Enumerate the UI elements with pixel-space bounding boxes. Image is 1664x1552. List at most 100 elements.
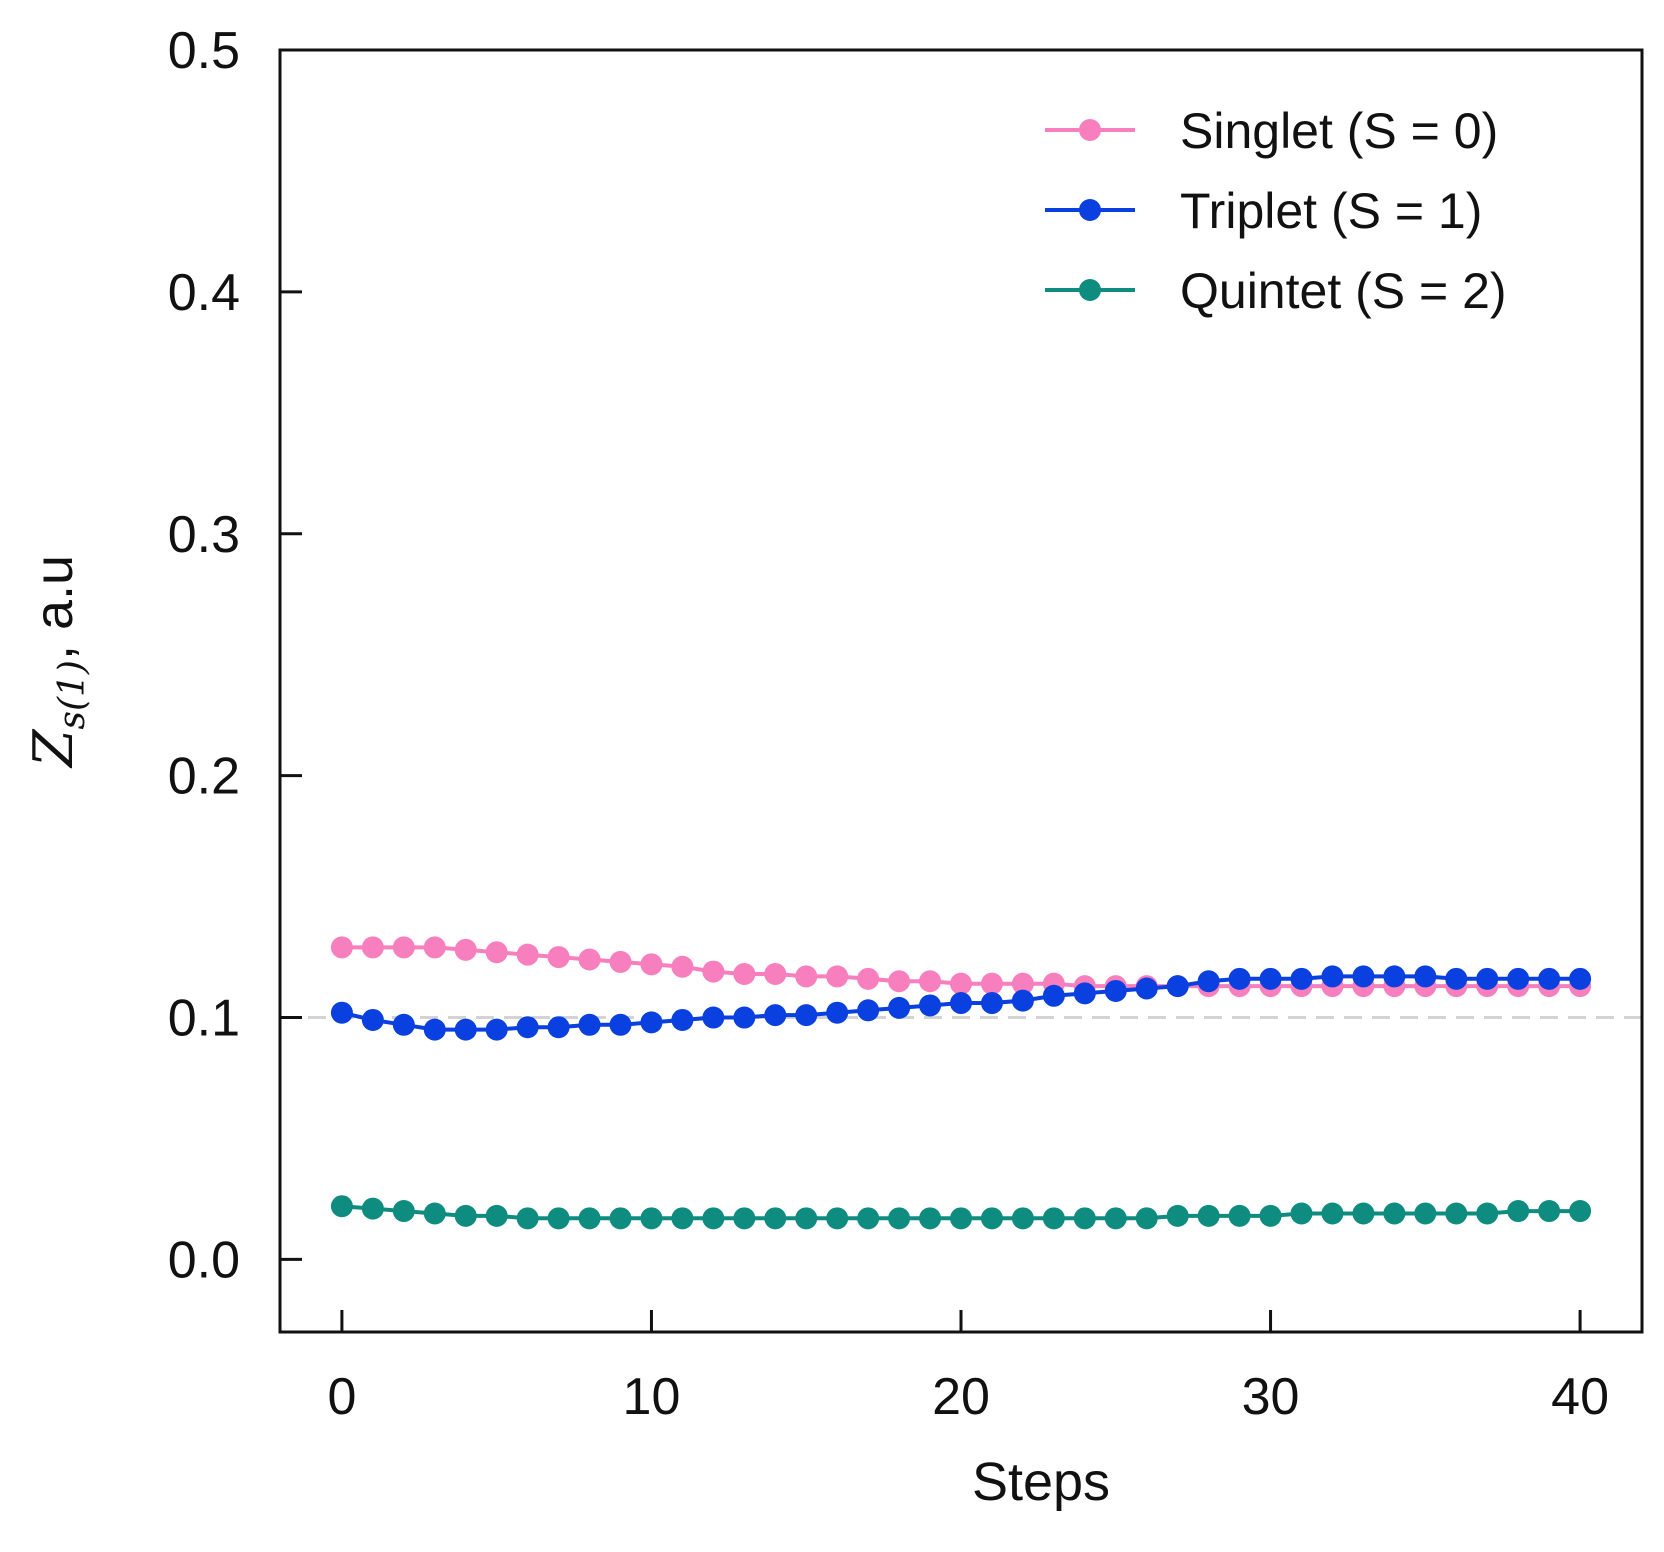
data-point <box>516 1016 539 1039</box>
data-point <box>950 972 972 995</box>
x-tick-label: 10 <box>623 1368 681 1426</box>
data-point <box>1538 967 1561 990</box>
legend-item: Singlet (S = 0) <box>1045 103 1498 159</box>
data-point <box>1011 972 1034 995</box>
legend-label: Singlet (S = 0) <box>1180 103 1498 159</box>
data-point <box>1538 1200 1561 1223</box>
data-point <box>980 992 1003 1015</box>
data-point <box>1073 1207 1096 1230</box>
data-point <box>1352 1202 1375 1225</box>
data-point <box>423 936 446 959</box>
data-point <box>392 1200 415 1223</box>
x-tick-label: 40 <box>1551 1368 1609 1426</box>
data-point <box>1569 1200 1592 1223</box>
data-point <box>1507 967 1530 990</box>
series-3 <box>330 1195 1592 1230</box>
data-point <box>764 1207 787 1230</box>
data-point <box>950 1207 972 1230</box>
y-axis-label-subscript: s(1) <box>52 660 93 729</box>
data-point <box>640 953 663 976</box>
data-point <box>702 1006 725 1029</box>
data-point <box>1073 982 1096 1005</box>
data-point <box>640 1011 663 1034</box>
data-point <box>1259 1204 1282 1227</box>
y-tick-label: 0.5 <box>168 22 240 80</box>
y-tick-label: 0.0 <box>168 1231 240 1289</box>
ticks-layer <box>280 48 1582 1332</box>
data-point <box>330 1195 353 1218</box>
data-point <box>1011 1207 1034 1230</box>
data-point <box>609 950 632 973</box>
legend-label: Triplet (S = 1) <box>1180 183 1482 239</box>
data-point <box>1290 1202 1313 1225</box>
data-point <box>454 1018 477 1041</box>
data-point <box>1476 1202 1499 1225</box>
data-point <box>857 967 880 990</box>
data-point <box>1135 977 1158 1000</box>
data-point <box>516 1207 539 1230</box>
data-point <box>826 1207 849 1230</box>
data-point <box>1042 1207 1065 1230</box>
data-point <box>702 1207 725 1230</box>
data-point <box>919 994 942 1017</box>
y-tick-label: 0.1 <box>168 990 240 1048</box>
data-point <box>888 1207 911 1230</box>
data-point <box>361 936 384 959</box>
y-tick-label: 0.2 <box>168 748 240 806</box>
data-point <box>454 938 477 961</box>
data-point <box>1290 967 1313 990</box>
data-point <box>1507 1200 1530 1223</box>
data-point <box>1042 984 1065 1007</box>
data-point <box>1569 967 1592 990</box>
data-point <box>1476 967 1499 990</box>
data-point <box>764 963 787 986</box>
data-point <box>857 999 880 1022</box>
y-axis-label: Zs(1), a.u <box>22 555 93 769</box>
data-point <box>795 965 818 988</box>
data-point <box>1414 1202 1437 1225</box>
data-point <box>795 1207 818 1230</box>
data-point <box>1104 979 1127 1002</box>
series-layer <box>330 936 1592 1230</box>
data-point <box>1197 1204 1220 1227</box>
tick-labels-layer: 0 10 20 30 40 0.0 0.1 0.2 0.3 0.4 0.5 <box>168 22 1609 1426</box>
legend-swatch-marker <box>1079 119 1101 141</box>
data-point <box>950 992 972 1015</box>
data-point <box>330 936 353 959</box>
data-point <box>1259 967 1282 990</box>
y-tick-label: 0.4 <box>168 264 240 322</box>
data-point <box>547 946 570 969</box>
data-point <box>609 1013 632 1036</box>
data-point <box>578 1013 601 1036</box>
data-point <box>795 1004 818 1027</box>
data-point <box>980 1207 1003 1230</box>
x-tick-label: 0 <box>327 1368 356 1426</box>
data-point <box>1383 1202 1406 1225</box>
legend: Singlet (S = 0) Triplet (S = 1) Quintet (S… <box>1045 103 1507 319</box>
data-point <box>423 1202 446 1225</box>
data-point <box>1321 1202 1344 1225</box>
data-point <box>671 1008 694 1031</box>
data-point <box>1104 1207 1127 1230</box>
data-point <box>361 1197 384 1220</box>
data-point <box>640 1207 663 1230</box>
data-point <box>547 1016 570 1039</box>
data-point <box>1445 967 1468 990</box>
data-point <box>609 1207 632 1230</box>
legend-item: Quintet (S = 2) <box>1045 263 1507 319</box>
data-point <box>888 996 911 1019</box>
y-tick-label: 0.3 <box>168 506 240 564</box>
data-point <box>671 955 694 978</box>
legend-label: Quintet (S = 2) <box>1180 263 1507 319</box>
y-axis-label-symbol: Z <box>22 728 85 769</box>
data-point <box>1321 965 1344 988</box>
data-point <box>1228 1204 1251 1227</box>
data-point <box>392 1013 415 1036</box>
data-point <box>330 1001 353 1024</box>
data-point <box>919 1207 942 1230</box>
data-point <box>1166 975 1189 998</box>
data-point <box>1352 965 1375 988</box>
data-point <box>1197 970 1220 993</box>
data-point <box>485 941 508 964</box>
